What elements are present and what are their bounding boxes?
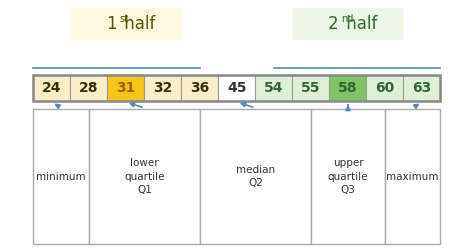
Bar — [329, 75, 366, 101]
Text: 54: 54 — [264, 81, 284, 95]
Bar — [71, 75, 108, 101]
Text: 45: 45 — [227, 81, 247, 95]
Bar — [385, 109, 440, 244]
Text: median
Q2: median Q2 — [236, 165, 275, 188]
Text: minimum: minimum — [36, 172, 86, 182]
Text: half: half — [119, 15, 155, 33]
Text: half: half — [341, 15, 377, 33]
Bar — [219, 75, 255, 101]
Text: st: st — [119, 14, 128, 24]
Text: 1: 1 — [106, 15, 116, 33]
Bar — [403, 75, 440, 101]
FancyBboxPatch shape — [71, 8, 182, 40]
Bar — [200, 109, 311, 244]
Bar — [311, 109, 385, 244]
Text: upper
quartile
Q3: upper quartile Q3 — [328, 158, 368, 195]
Text: 60: 60 — [375, 81, 395, 95]
Bar — [34, 109, 89, 244]
Bar — [182, 75, 219, 101]
Text: 24: 24 — [42, 81, 62, 95]
Bar — [366, 75, 403, 101]
Text: 63: 63 — [412, 81, 432, 95]
Bar — [34, 75, 440, 101]
Bar — [292, 75, 329, 101]
Text: nd: nd — [341, 14, 354, 24]
Bar — [108, 75, 145, 101]
Text: 32: 32 — [153, 81, 173, 95]
Text: 31: 31 — [116, 81, 136, 95]
Text: 36: 36 — [191, 81, 210, 95]
Text: maximum: maximum — [386, 172, 439, 182]
Bar — [34, 75, 71, 101]
Text: 55: 55 — [301, 81, 321, 95]
Text: 28: 28 — [79, 81, 99, 95]
Bar — [89, 109, 200, 244]
Text: 58: 58 — [338, 81, 358, 95]
Text: 2: 2 — [328, 15, 338, 33]
Text: lower
quartile
Q1: lower quartile Q1 — [124, 158, 165, 195]
FancyBboxPatch shape — [292, 8, 403, 40]
Bar — [255, 75, 292, 101]
Bar — [145, 75, 182, 101]
